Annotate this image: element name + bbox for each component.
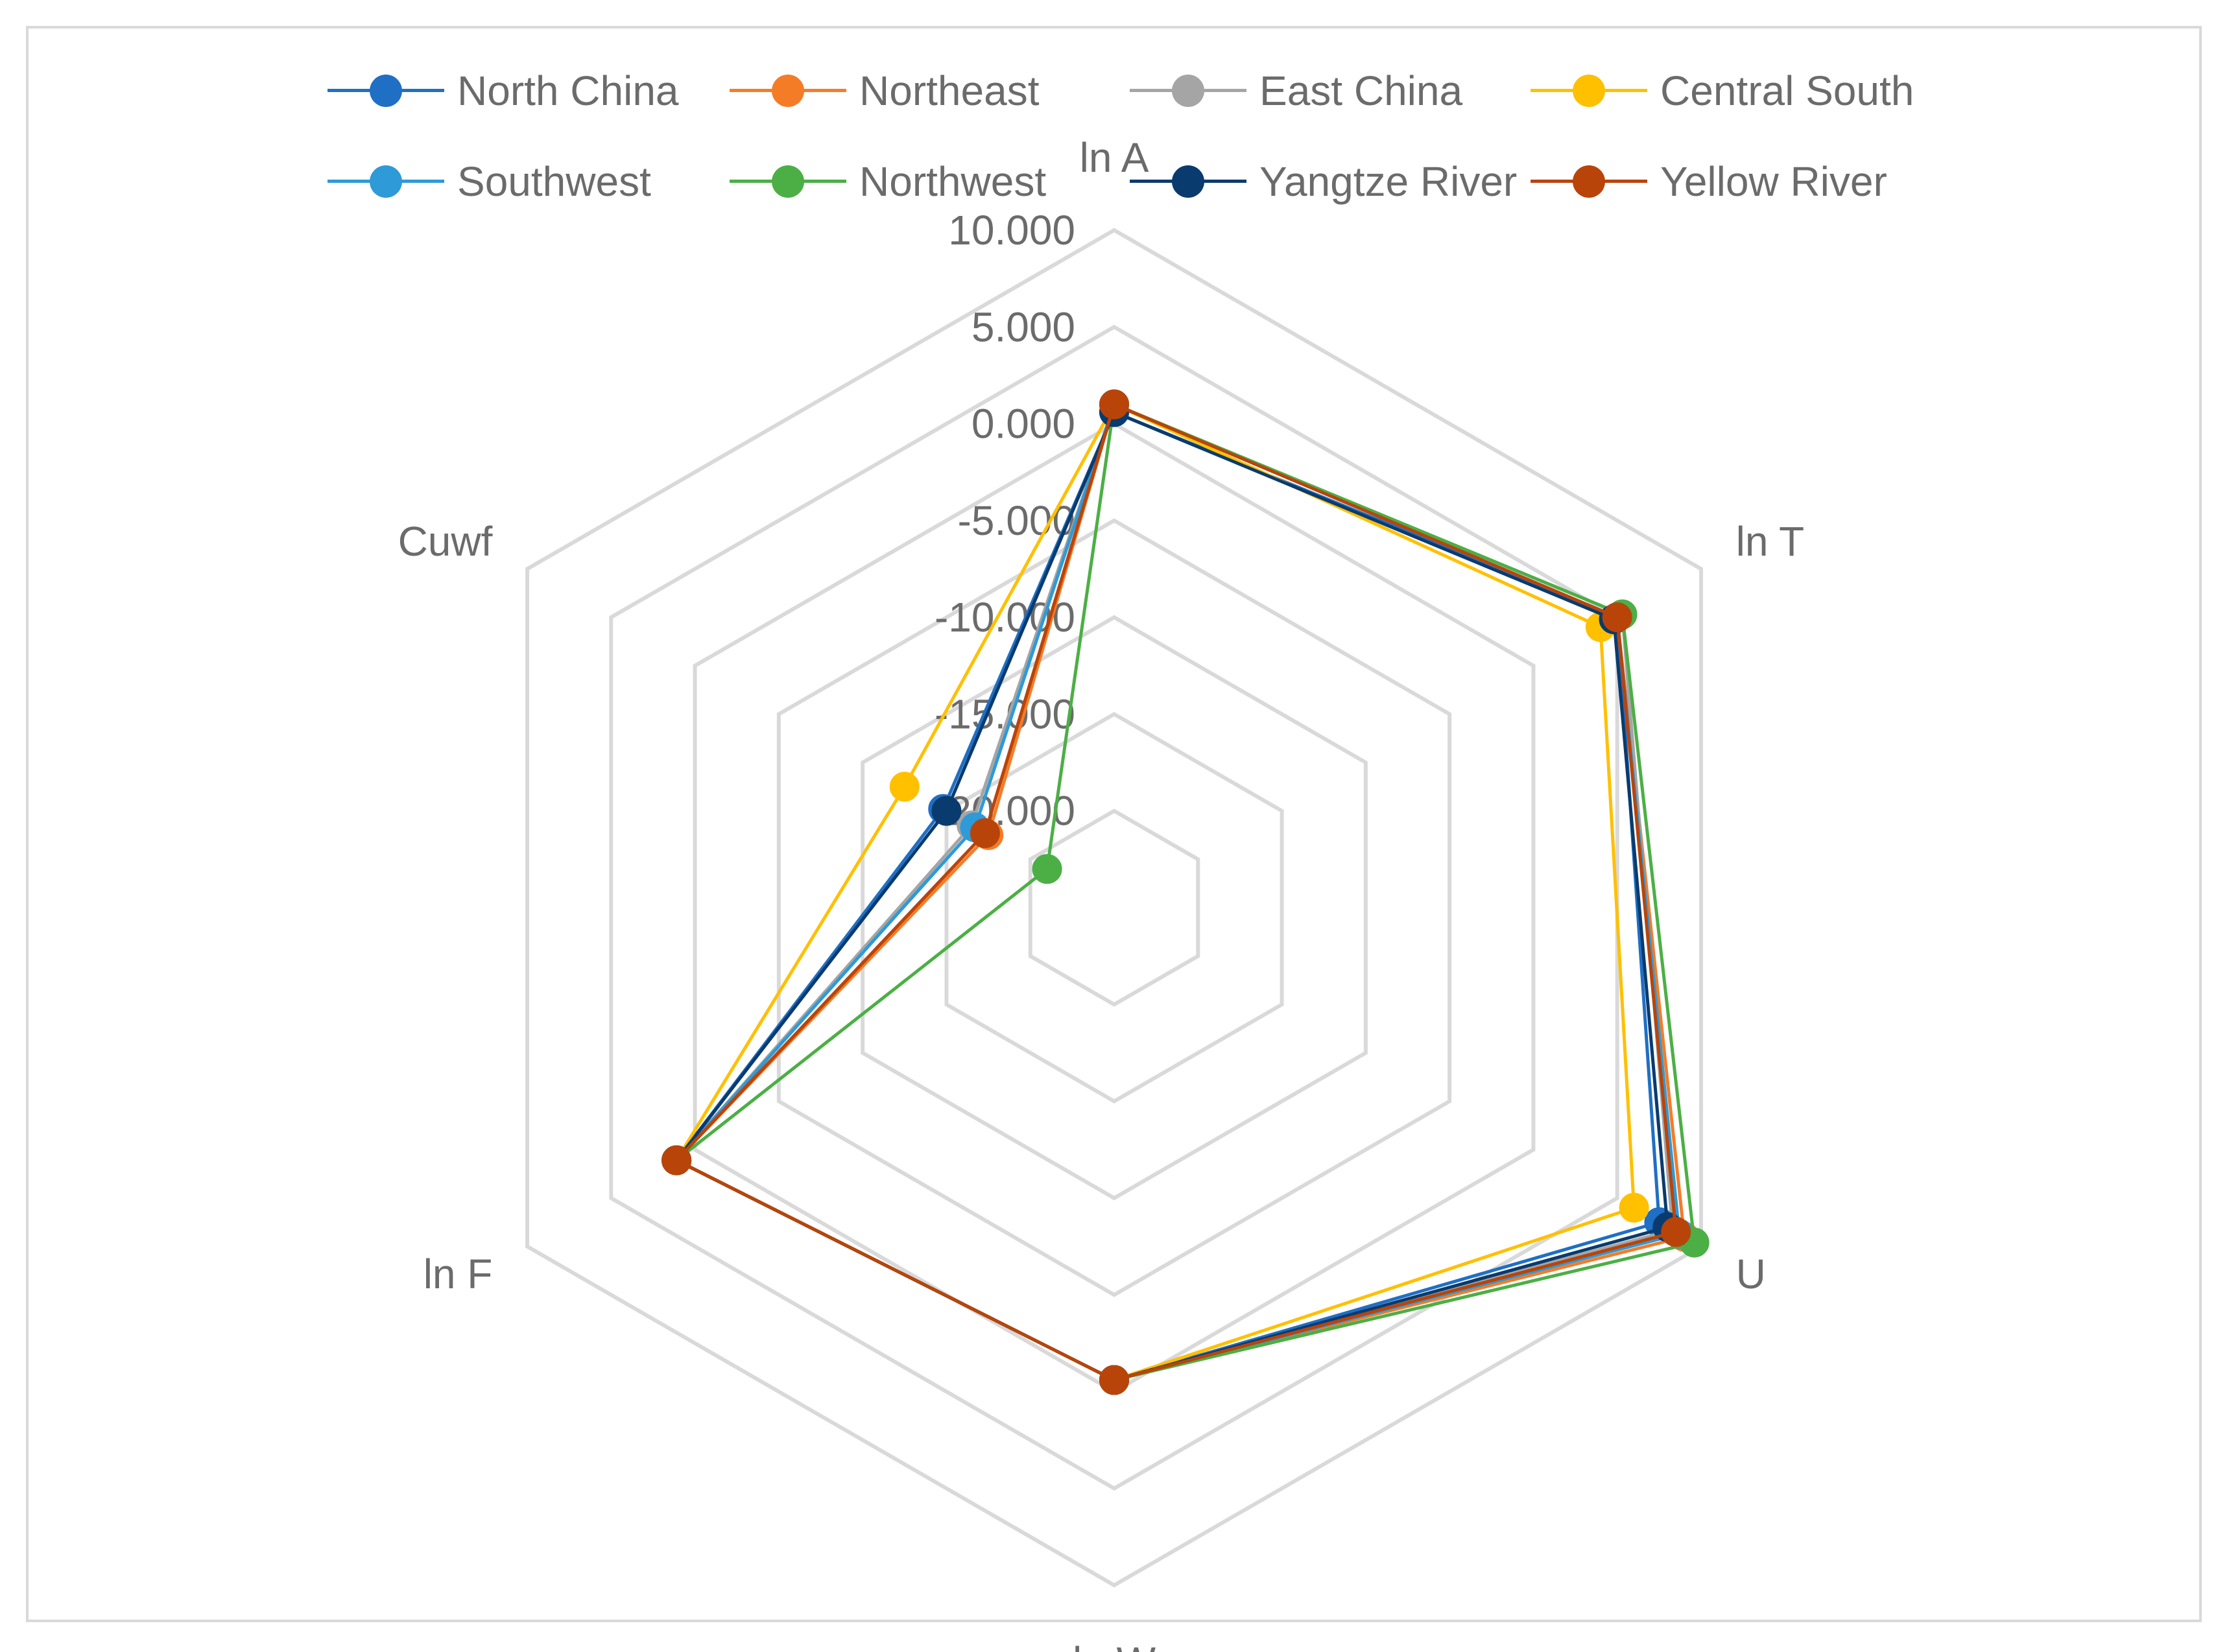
data-point [889,772,920,802]
tick-label: 10.000 [948,207,1075,254]
legend-item: Central South [1531,62,1914,120]
legend-label: Southwest [457,158,651,205]
grid-ring [525,228,1703,1588]
data-point [1099,1365,1129,1395]
data-point [1602,602,1632,633]
series-central-south [662,389,1649,1395]
legend-swatch [1130,62,1246,120]
axis-label: ln A [1080,134,1149,181]
tick-label: 5.000 [971,303,1075,350]
legend-item: Southwest [328,152,651,211]
legend-item: North China [328,62,679,120]
data-point [662,1145,692,1175]
tick-label: -5.000 [958,497,1075,544]
series-northeast [662,389,1700,1395]
data-point [970,818,1000,849]
axis-label: U [1736,1251,1766,1297]
chart-frame [26,26,2202,1622]
grid-ring [609,324,1619,1491]
data-point [1619,1192,1649,1223]
data-point [1661,1217,1691,1247]
series-layer [662,389,1710,1395]
legend-label: North China [457,67,679,114]
series-northwest [662,389,1710,1395]
grid-ring [693,421,1536,1394]
legend-label: Central South [1660,67,1914,114]
axis-labels: ln A ln T Uln W ln F Cuwf [398,134,1805,1652]
legend-label: Northeast [859,67,1040,114]
legend-item: Northeast [730,62,1039,120]
axis-label: Cuwf [398,518,493,565]
tick-label: 0.000 [971,401,1075,447]
axis-label: ln W [1073,1638,1156,1652]
data-point [1099,389,1129,419]
legend-label: Northwest [859,158,1047,205]
legend-label: East China [1259,67,1463,114]
legend-label: Yangtze River [1259,158,1518,205]
legend-swatch [1531,62,1647,120]
data-point [931,796,962,826]
series-yellow-river [662,389,1691,1395]
legend-swatch [730,62,846,120]
data-point [1032,854,1062,884]
legend-item: Northwest [730,152,1046,211]
series-line [674,403,1678,1382]
grid-ring [1028,808,1200,1007]
legend-swatch [1130,152,1246,211]
series-yangtze-river [662,397,1683,1395]
axis-label: ln T [1736,518,1805,565]
grid-ring [861,615,1368,1201]
grid-ring [776,518,1452,1297]
legend-swatch [730,152,846,211]
legend-swatch [328,152,444,211]
series-line [674,403,1681,1382]
series-line [674,403,1697,1382]
legend-item: Yangtze River [1130,152,1517,211]
legend-swatch [1531,152,1647,211]
legend-item: East China [1130,62,1462,120]
legend-item: Yellow River [1531,152,1887,211]
axis-label: ln F [423,1251,493,1297]
legend-label: Yellow River [1660,158,1887,205]
legend-swatch [328,62,444,120]
